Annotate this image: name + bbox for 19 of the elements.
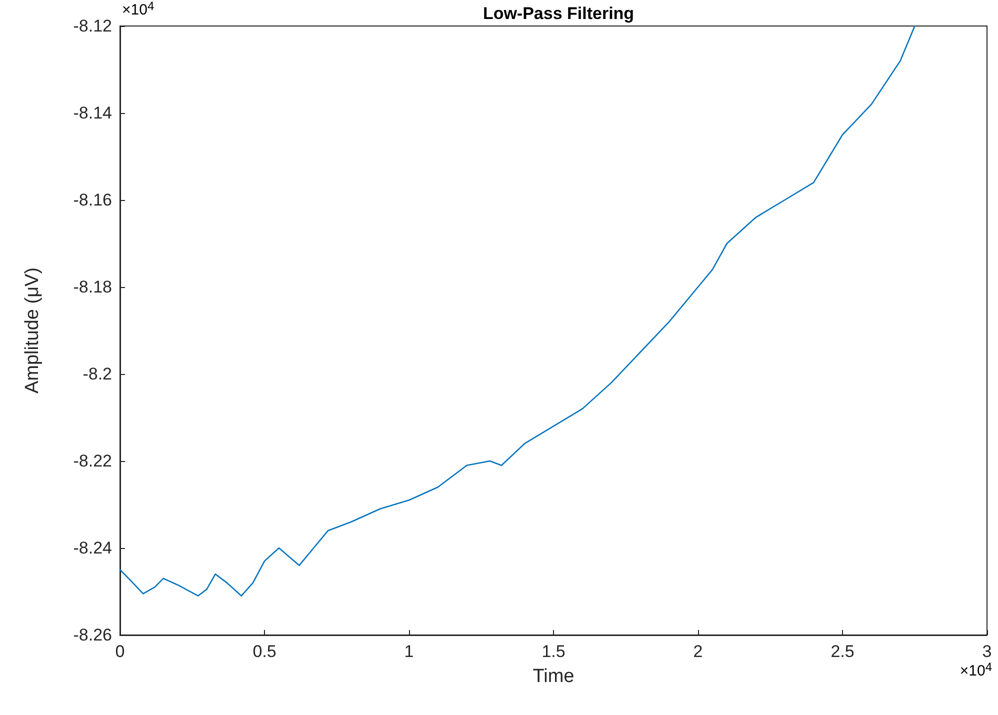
y-tick-label: -8.12 — [73, 16, 112, 36]
y-tick-label: -8.14 — [73, 104, 112, 122]
x-tick-label: 0.5 — [252, 642, 276, 661]
x-tick-label: 1 — [404, 642, 414, 661]
x-tick-label: 2.5 — [830, 642, 854, 661]
y-tick-label: -8.2 — [82, 364, 112, 384]
y-tick-label: -8.26 — [73, 626, 112, 644]
x-tick-label: 1.5 — [542, 642, 566, 661]
chart-title: Low-Pass Filtering — [482, 4, 634, 23]
x-tick-label: 3 — [982, 642, 992, 661]
line-series — [119, 25, 916, 596]
x-tick-label: 0 — [115, 642, 125, 661]
y-axis-title: Amplitude (μV) — [22, 267, 43, 394]
y-tick-label: -8.24 — [73, 538, 112, 558]
y-tick-label: -8.16 — [73, 190, 112, 210]
y-tick-label: -8.22 — [73, 452, 112, 470]
x-tick-label: 2 — [693, 642, 703, 661]
y-tick-label: -8.18 — [73, 278, 112, 296]
x-axis-title: Time — [532, 666, 574, 687]
